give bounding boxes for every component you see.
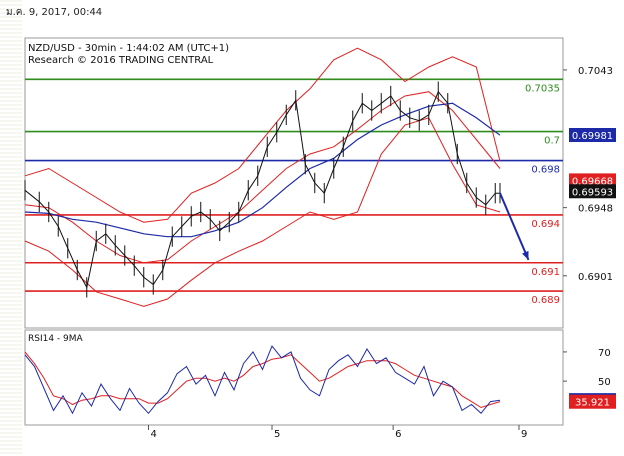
left-margin-stripe (0, 0, 22, 456)
level-label: 0.7035 (525, 83, 560, 94)
level-label: 0.694 (531, 219, 560, 230)
price-badge-label: 0.69593 (572, 187, 613, 198)
rsi-title: RSI14 - 9MA (28, 334, 84, 344)
chart-subtitle: Research © 2016 TRADING CENTRAL (28, 55, 214, 66)
timestamp-label: ม.ค. 9, 2017, 00:44 (6, 7, 103, 18)
level-label: 0.698 (531, 165, 560, 176)
x-tick-label: 9 (521, 429, 527, 440)
price-badge-label: 0.69668 (572, 176, 613, 187)
rsi-tick-label: 50 (598, 377, 611, 388)
level-label: 0.689 (531, 295, 560, 306)
rsi-ma-line (24, 351, 501, 409)
rsi-panel (24, 329, 564, 426)
rsi-tick-label: 70 (598, 348, 611, 359)
price-badge-box (569, 184, 616, 199)
price-panel (24, 37, 564, 329)
price-tick-label: 0.6948 (578, 204, 613, 215)
price-badge-label: 35.921 (575, 398, 610, 409)
chart-title: NZD/USD - 30min - 1:44:02 AM (UTC+1) (28, 43, 229, 54)
price-tick-label: 0.7043 (578, 66, 613, 77)
forecast-arrow-shaft (499, 192, 530, 261)
price-tick-label: 0.6901 (578, 272, 613, 283)
x-tick-label: 5 (274, 429, 280, 440)
x-tick-label: 6 (395, 429, 401, 440)
level-label: 0.7 (544, 136, 560, 147)
forecast-arrow-head (522, 250, 529, 260)
price-badge-label: 0.69981 (572, 131, 613, 142)
moving-average-line (24, 102, 501, 238)
x-tick-label: 4 (151, 429, 157, 440)
price-badge-box (569, 173, 616, 188)
price-badge-box (569, 394, 616, 409)
bollinger-middle-line (24, 91, 501, 264)
level-label: 0.691 (531, 267, 560, 278)
bollinger-upper-line (24, 47, 501, 223)
rsi-line (24, 345, 501, 415)
price-badge-box (569, 128, 616, 143)
